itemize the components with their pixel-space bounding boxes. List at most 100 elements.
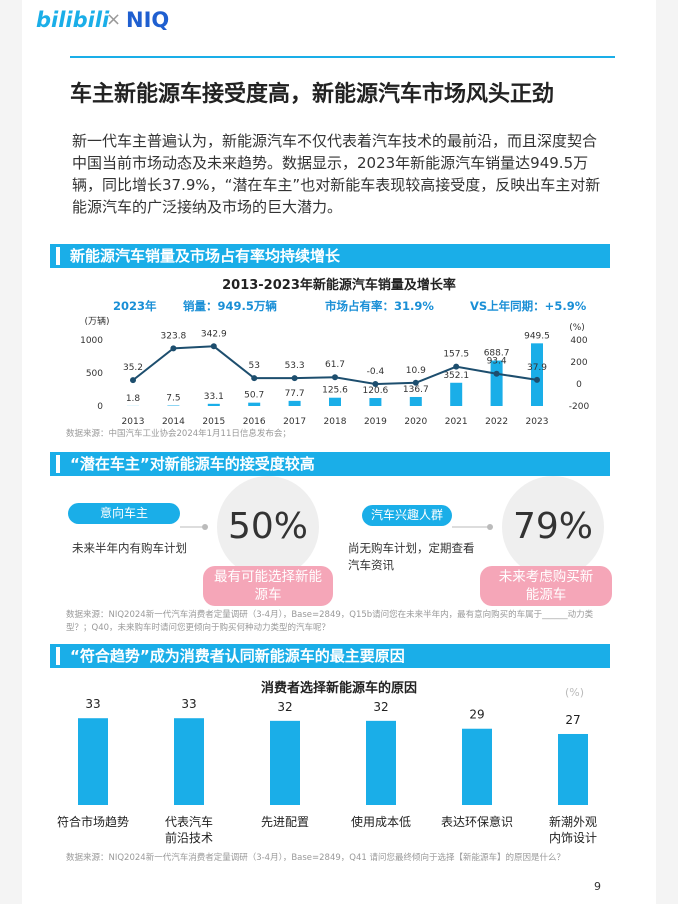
- line-point: [372, 381, 379, 388]
- y2-tick-label: 0: [576, 380, 582, 390]
- line-label: 323.8: [161, 331, 187, 341]
- highlight: 销量：949.5万辆: [183, 299, 277, 313]
- line-label: 53.3: [285, 361, 305, 371]
- source-note: 数据来源：NIQ2024新一代汽车消费者定量调研（3-4月），Base=2849…: [66, 610, 594, 633]
- bar-label: 32: [373, 700, 388, 714]
- line-label: 10.9: [406, 366, 426, 376]
- bar-label: 352.1: [443, 371, 469, 381]
- y-tick-label: 0: [97, 402, 103, 412]
- segment-label: 汽车兴趣人群: [362, 505, 452, 526]
- bar-label: 32: [277, 700, 292, 714]
- logo-separator: ×: [106, 9, 122, 30]
- page-number: 9: [594, 880, 601, 893]
- line-label: 61.7: [325, 360, 345, 370]
- source-note: 数据来源：中国汽车工业协会2024年1月11日信息发布会；: [66, 429, 291, 439]
- bar-label: 949.5: [524, 331, 550, 341]
- y2-tick-label: -200: [569, 402, 590, 412]
- bar: [248, 402, 261, 406]
- bar: [78, 718, 108, 805]
- line-point: [453, 363, 460, 370]
- chart-title: 消费者选择新能源车的原因: [260, 681, 417, 696]
- line-point: [291, 375, 298, 382]
- bar: [174, 718, 204, 805]
- line-label: 37.9: [527, 363, 547, 373]
- bar-label: 29: [469, 708, 484, 722]
- bar-label: 27: [565, 713, 580, 727]
- bar: [288, 400, 301, 406]
- section-heading: 新能源汽车销量及市场占有率均持续增长: [50, 244, 610, 268]
- bar: [531, 343, 543, 406]
- bar-label: 33: [85, 697, 100, 711]
- bar-label: 125.6: [322, 386, 348, 396]
- bar-label: 1.8: [126, 394, 141, 404]
- y-tick-label: 1000: [80, 336, 103, 346]
- x-tick-label: 新潮外观 内饰设计: [548, 815, 597, 845]
- intro-text: 新一代车主普遍认为，新能源汽车不仅代表着汽车技术的最前沿，而且深度契合中国当前市…: [72, 132, 601, 216]
- bar: [366, 720, 396, 805]
- x-tick-label: 2014: [162, 417, 185, 427]
- line-point: [412, 379, 419, 386]
- brand-logo: bilibili: [36, 8, 110, 32]
- bar: [450, 382, 463, 406]
- segment-desc: 未来半年内有购车计划: [72, 541, 187, 555]
- x-tick-label: 2021: [445, 417, 468, 427]
- x-tick-label: 代表汽车 前沿技术: [164, 815, 213, 845]
- brand-logo: NIQ: [126, 8, 170, 32]
- y2-tick-label: 400: [570, 336, 587, 346]
- section-heading: “符合趋势”成为消费者认同新能源车的最主要原因: [50, 644, 610, 668]
- bar: [462, 728, 492, 805]
- bar: [207, 403, 220, 406]
- stat-tag: 未来考虑购买新能源车: [480, 566, 612, 606]
- segment-desc: 尚无购车计划，定期查看汽车资讯: [348, 541, 475, 572]
- line-point: [130, 377, 136, 384]
- source-note: 数据来源：NIQ2024新一代汽车消费者定量调研（3-4月），Base=2849…: [66, 853, 565, 863]
- line-label: 35.2: [123, 363, 143, 373]
- title-rule: [70, 56, 615, 58]
- y-tick-label: 500: [86, 369, 103, 379]
- stat-tag: 最有可能选择新能源车: [203, 566, 333, 606]
- chart-title: 2013-2023年新能源汽车销量及增长率: [222, 278, 456, 293]
- bar-label: 120.6: [363, 386, 389, 396]
- line-label: -0.4: [367, 367, 385, 377]
- page-title: 车主新能源车接受度高，新能源汽车市场风头正劲: [70, 82, 555, 107]
- axis-label: (%): [569, 323, 585, 333]
- bar-label: 33.1: [204, 392, 224, 402]
- x-tick-label: 先进配置: [260, 815, 309, 829]
- bar: [369, 398, 382, 406]
- bar-label: 688.7: [484, 349, 510, 359]
- stat-value: 79%: [502, 476, 604, 578]
- bar-label: 50.7: [244, 391, 264, 401]
- bar: [490, 360, 503, 406]
- line-label: 93.4: [487, 357, 507, 367]
- highlight: 2023年: [113, 299, 157, 313]
- x-tick-label: 2017: [283, 417, 306, 427]
- x-tick-label: 表达环保意识: [440, 815, 513, 829]
- bar: [329, 397, 341, 406]
- line-point: [210, 343, 217, 350]
- page: bilibili × NIQ 车主新能源车接受度高，新能源汽车市场风头正劲 新一…: [22, 0, 656, 904]
- line-point: [170, 345, 177, 352]
- bar: [270, 720, 300, 805]
- line-label: 157.5: [443, 350, 469, 360]
- x-tick-label: 2013: [122, 417, 145, 427]
- bar-label: 33: [181, 697, 196, 711]
- section-heading: “潜在车主”对新能源车的接受度较高: [50, 452, 610, 476]
- bar: [409, 396, 422, 406]
- bar-label: 77.7: [285, 389, 305, 399]
- bar: [558, 733, 588, 805]
- x-tick-label: 2022: [485, 417, 508, 427]
- x-tick-label: 2019: [364, 417, 387, 427]
- connector-dot: [487, 524, 493, 530]
- line-point: [332, 374, 338, 381]
- unit-label: (%): [565, 686, 585, 699]
- line-point: [534, 376, 540, 383]
- highlight: 市场占有率：31.9%: [325, 299, 434, 313]
- line-point: [251, 375, 258, 382]
- x-tick-label: 2015: [202, 417, 225, 427]
- connector-dot: [202, 524, 208, 530]
- y2-tick-label: 200: [570, 358, 587, 368]
- bar-label: 136.7: [403, 385, 429, 395]
- line-point: [493, 370, 500, 377]
